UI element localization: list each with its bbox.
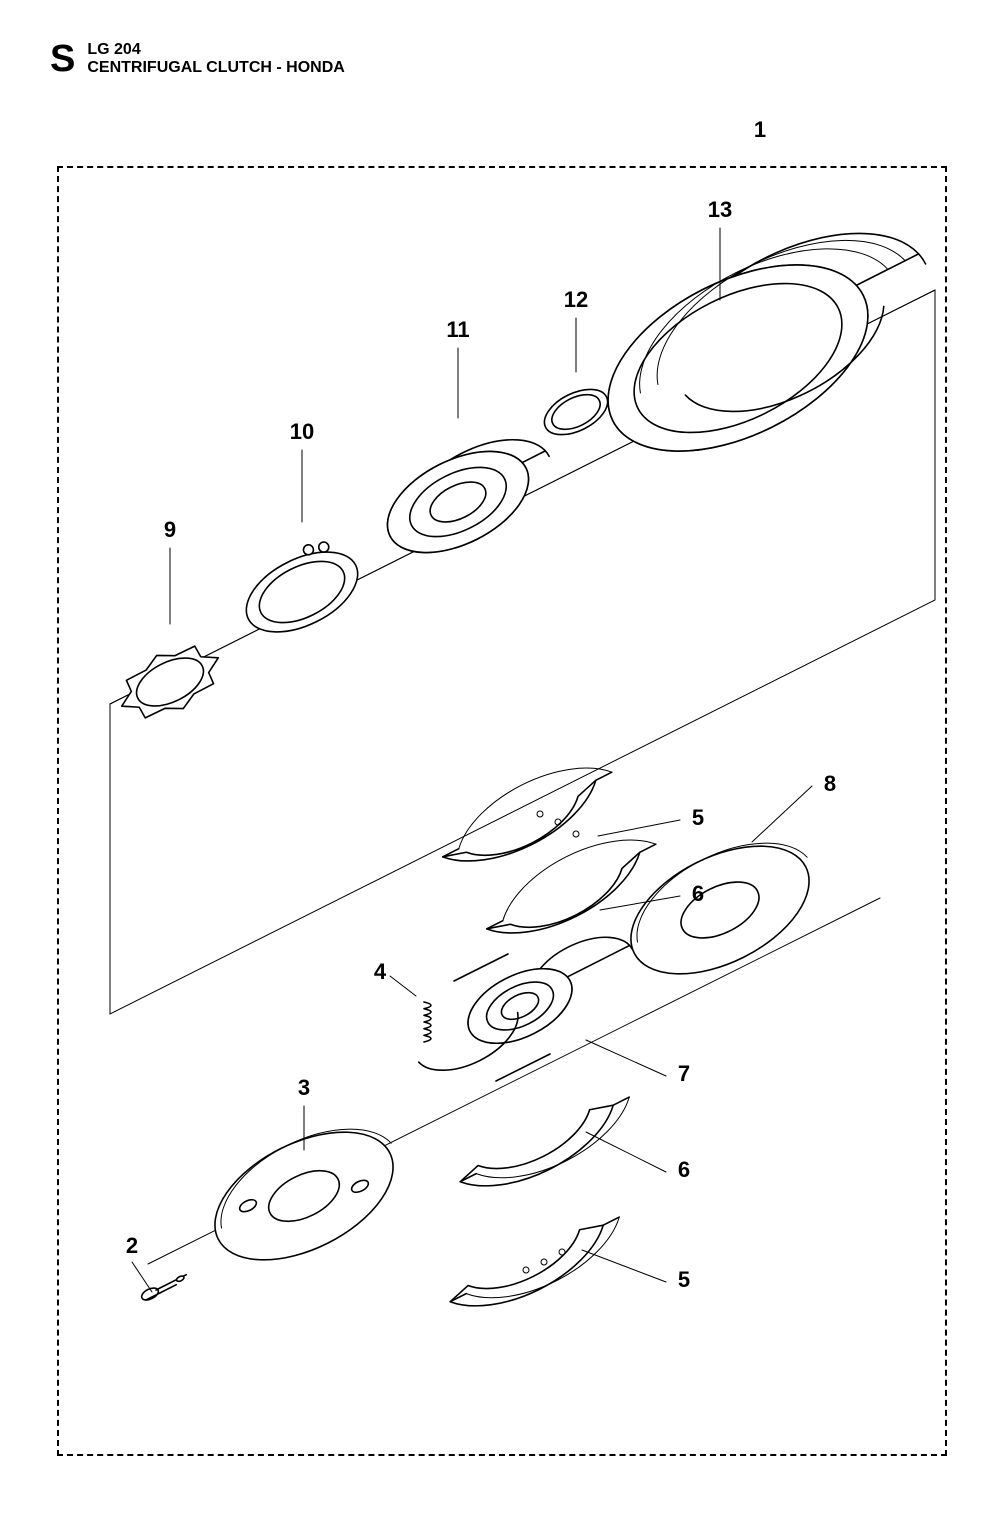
callout-7: 7 [678,1061,690,1087]
callout-6b: 6 [678,1157,690,1183]
callout-4: 4 [374,959,386,985]
callout-8: 8 [824,771,836,797]
callout-9: 9 [164,517,176,543]
callout-6a: 6 [692,881,704,907]
callout-5b: 5 [678,1267,690,1293]
callout-13: 13 [708,197,732,223]
exploded-diagram [0,0,1000,1517]
callout-2: 2 [126,1233,138,1259]
callout-12: 12 [564,287,588,313]
callout-5a: 5 [692,805,704,831]
callout-10: 10 [290,419,314,445]
page: S LG 204 CENTRIFUGAL CLUTCH - HONDA 1131… [0,0,1000,1517]
callout-1: 1 [754,117,766,143]
callout-11: 11 [446,317,469,343]
callout-3: 3 [298,1075,310,1101]
